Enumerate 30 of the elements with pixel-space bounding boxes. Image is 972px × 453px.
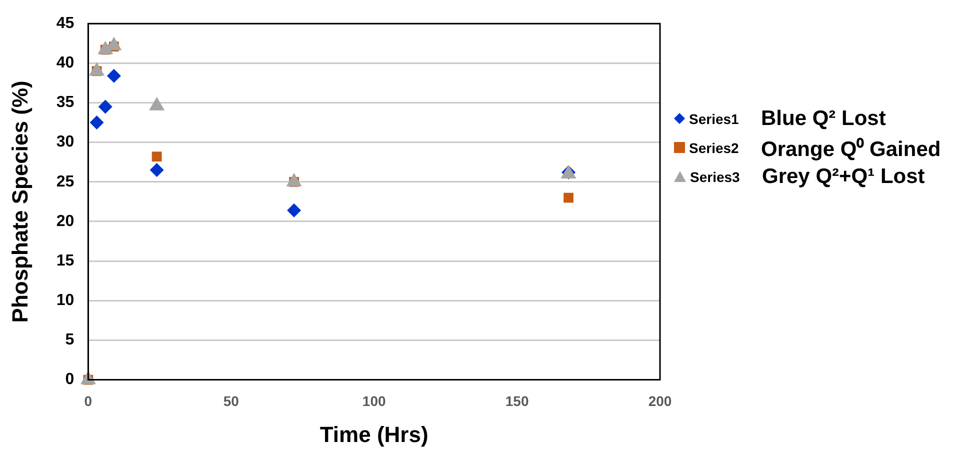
x-axis-title: Time (Hrs) [320, 422, 428, 447]
text: Grey Q²+Q¹ Lost [762, 164, 925, 188]
legend-label: Series2 [689, 140, 740, 156]
point [287, 203, 302, 218]
y-tick-label: 25 [56, 173, 74, 190]
y-tick-label: 30 [56, 134, 74, 151]
text: Orange Q⁰ Gained [761, 136, 941, 162]
x-tick-label: 50 [223, 393, 240, 410]
y-tick-label: 5 [65, 332, 74, 349]
x-tick-label: 150 [505, 393, 529, 410]
x-tick-label: 200 [648, 393, 672, 410]
point [152, 152, 162, 162]
y-tick-label: 40 [56, 54, 74, 72]
y-tick-label: 10 [56, 292, 74, 310]
y-tick-label: 45 [56, 15, 74, 32]
y-tick-label: 35 [56, 94, 74, 112]
y-tick-label: 0 [65, 371, 74, 388]
y-tick-label: 15 [56, 252, 74, 270]
legend-label: Series1 [689, 110, 740, 126]
y-tick-label: 20 [56, 212, 74, 230]
point [98, 100, 112, 114]
text: Blue Q² Lost [761, 106, 886, 130]
y-axis-title: Phosphate Species (%) [7, 80, 32, 323]
point [106, 68, 121, 83]
point [150, 163, 164, 178]
point [90, 116, 104, 130]
legend-label: Series3 [690, 168, 741, 184]
x-tick-label: 0 [84, 393, 92, 410]
point [564, 192, 574, 203]
x-tick-label: 100 [362, 393, 386, 410]
